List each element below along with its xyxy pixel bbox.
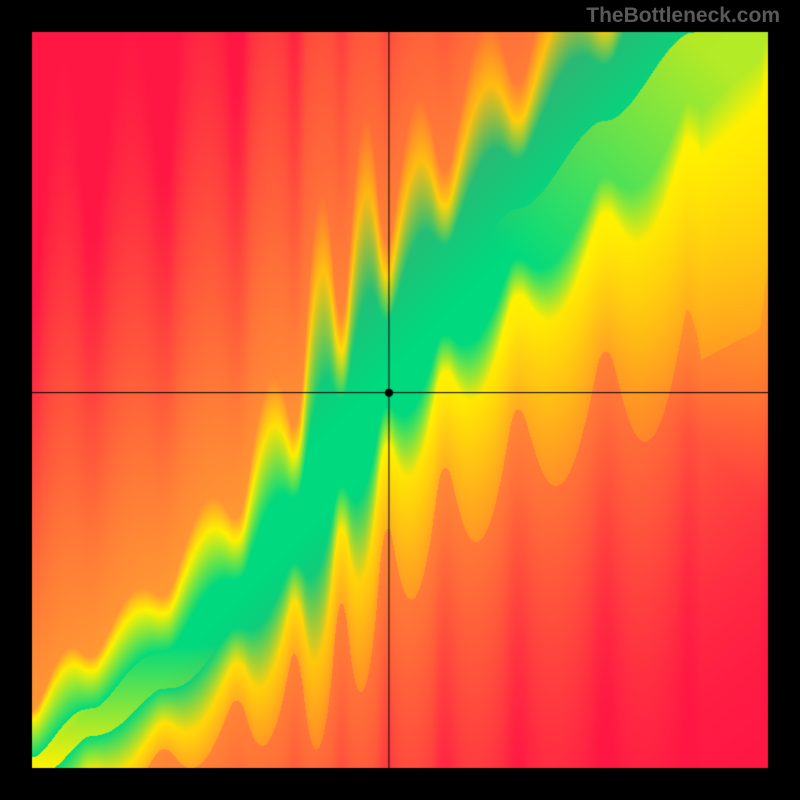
- chart-container: TheBottleneck.com: [0, 0, 800, 800]
- watermark-text: TheBottleneck.com: [586, 4, 780, 28]
- heatmap-canvas: [0, 0, 800, 800]
